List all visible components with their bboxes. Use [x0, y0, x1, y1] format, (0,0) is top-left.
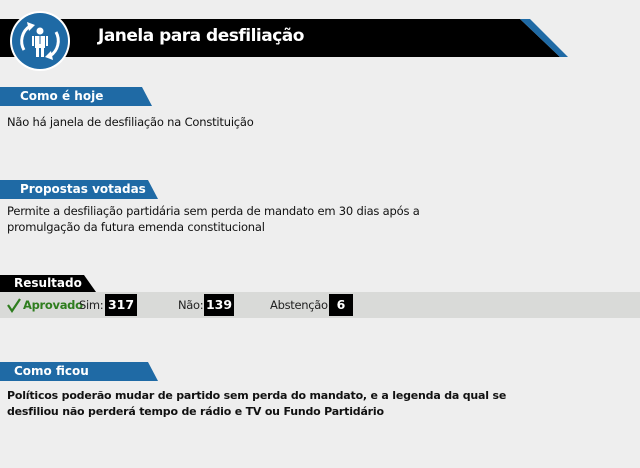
page-title: Janela para desfiliação	[98, 26, 304, 46]
section-label: Como é hoje	[20, 89, 104, 103]
sim-count: 317	[105, 294, 137, 316]
como-e-hoje-text: Não há janela de desfiliação na Constitu…	[7, 115, 254, 129]
text-line: promulgação da futura emenda constitucio…	[7, 220, 265, 234]
section-tab-propostas: Propostas votadas	[0, 180, 158, 199]
section-label: Propostas votadas	[20, 182, 146, 196]
status-badge: Aprovado	[23, 298, 83, 312]
text-line: Permite a desfiliação partidária sem per…	[7, 204, 420, 218]
abstencao-count: 6	[329, 294, 353, 316]
text-line: Políticos poderão mudar de partido sem p…	[7, 389, 507, 402]
section-tab-como-e-hoje: Como é hoje	[0, 87, 152, 106]
nao-count: 139	[204, 294, 234, 316]
person-cycle-icon	[10, 11, 70, 71]
text-line: desfiliou não perderá tempo de rádio e T…	[7, 405, 384, 418]
como-ficou-text: Políticos poderão mudar de partido sem p…	[7, 388, 506, 420]
title-bar	[0, 19, 568, 57]
section-label: Resultado	[14, 276, 82, 290]
sim-label: Sim:	[79, 298, 104, 312]
propostas-text: Permite a desfiliação partidária sem per…	[7, 203, 420, 235]
abstencao-label: Abstenção:	[270, 298, 332, 312]
section-label: Como ficou	[14, 364, 89, 378]
section-tab-resultado: Resultado	[0, 275, 96, 292]
nao-label: Não:	[178, 298, 204, 312]
checkmark-icon	[7, 298, 21, 313]
section-tab-como-ficou: Como ficou	[0, 362, 158, 381]
